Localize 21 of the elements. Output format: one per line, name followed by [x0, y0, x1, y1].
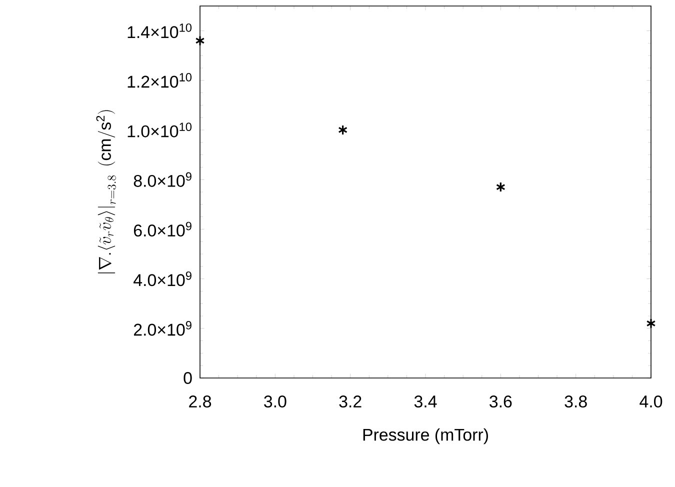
x-tick-label: 3.6 [490, 396, 512, 408]
x-axis-title: Pressure (mTorr) [363, 428, 488, 444]
y-tick-label: 1.4×10$^{10}$ [128, 23, 192, 38]
y-tick-label: 2.0×10$^{9}$ [134, 321, 192, 336]
point [496, 182, 506, 192]
x-tick-label: 4.0 [640, 396, 662, 408]
y-tick-label: 1.2×10$^{10}$ [128, 73, 192, 88]
point [646, 318, 656, 329]
y-tick-label: 6.0×10$^{9}$ [134, 222, 192, 237]
y-tick-label: 8.0×10$^{9}$ [134, 172, 192, 187]
point [195, 35, 205, 46]
y-axis-title: $\left|\nabla . \langle \tilde{v}_r \tilde{v}_\theta \rangle\right|_{r=3.8}\ (\mathrm{cm/s^2})$ [96, 110, 116, 274]
x-tick-label: 2.8 [189, 396, 212, 408]
y-tick-label: 0 [184, 372, 192, 384]
x-tick-label: 3.2 [339, 396, 362, 408]
y-tick-label: 1.0×10$^{10}$ [128, 122, 192, 138]
x-tick-label: 3.4 [414, 396, 437, 408]
point [338, 124, 348, 136]
x-tick-label: 3.0 [264, 396, 286, 408]
x-tick-label: 3.8 [564, 396, 587, 408]
y-tick-label: 4.0×10$^{9}$ [134, 271, 192, 286]
